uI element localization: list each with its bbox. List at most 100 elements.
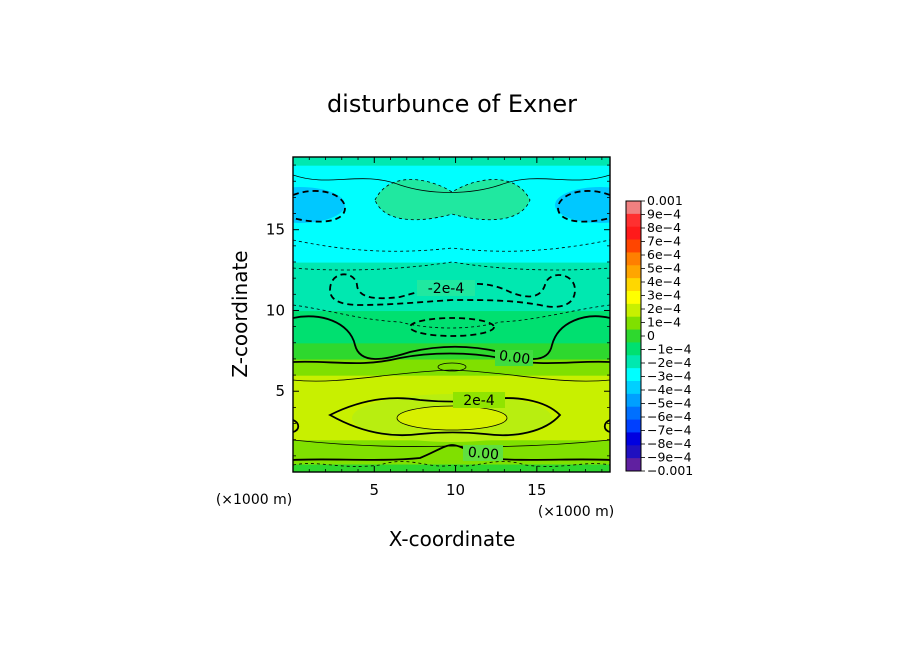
- field-band: [293, 358, 610, 376]
- colorbar-swatch: [626, 329, 641, 343]
- contour-thin: [293, 304, 610, 329]
- axis-ticks: 5 10 15 5 10 15: [266, 157, 610, 499]
- colorbar-swatch: [626, 419, 641, 433]
- colorbar-swatch: [626, 406, 641, 420]
- contour-labels: -2e-4 0.00 2e-4 0.00: [417, 280, 533, 463]
- colorbar-tick-label: −0.001: [647, 463, 693, 478]
- field-band: [293, 326, 610, 344]
- field-band: [293, 213, 610, 231]
- field-band: [293, 375, 610, 392]
- colorbar-tick-label: −9e−4: [647, 450, 692, 465]
- upper-right-minimum: [555, 187, 610, 223]
- contour-neg-2e-4: [329, 273, 576, 308]
- field-band: [293, 439, 610, 457]
- field-band: [293, 245, 610, 263]
- y-tick-label: 5: [275, 382, 285, 400]
- upper-center-bump: [375, 179, 530, 220]
- contour-thin: [293, 369, 610, 382]
- x-unit-label: (×1000 m): [216, 492, 292, 508]
- colorbar-swatch: [626, 201, 641, 215]
- colorbar-swatch: [626, 381, 641, 395]
- colorbar-tick-label: 9e−4: [647, 207, 681, 222]
- colorbar-tick-label: 0: [647, 328, 655, 343]
- field-band: [293, 229, 610, 247]
- contour-zero: [293, 315, 610, 360]
- contour-pos-2e-4: [293, 419, 300, 433]
- contour-thin: [396, 405, 508, 431]
- contour-label: 0.00: [498, 348, 531, 368]
- field-band: [293, 342, 610, 360]
- contour-neg-2e-4: [409, 317, 495, 337]
- colorbar-tick-label: −5e−4: [647, 396, 692, 411]
- colorbar-swatch: [626, 342, 641, 356]
- field-band: [293, 463, 610, 472]
- colorbar-swatch: [626, 226, 641, 240]
- y-axis-label: Z-coordinate: [228, 250, 252, 377]
- colorbar-tick-label: 6e−4: [647, 247, 681, 262]
- contour-label: -2e-4: [428, 281, 465, 297]
- colorbar-tick-label: 4e−4: [647, 274, 681, 289]
- contour-lines: [293, 174, 610, 467]
- colorbar-tick-label: 0.001: [647, 193, 683, 208]
- contour-thin: [437, 362, 467, 372]
- y-tick-label: 10: [266, 301, 285, 319]
- x-tick-label: 10: [446, 481, 465, 499]
- colorbar-swatch: [626, 239, 641, 253]
- contour-neg-2e-4: [293, 190, 346, 223]
- colorbar-tick-label: −2e−4: [647, 355, 692, 370]
- contour-label-bg: [453, 392, 505, 408]
- contour-pos-2e-4: [603, 419, 610, 433]
- contour-label: 0.00: [467, 445, 499, 464]
- field-band: [293, 455, 610, 465]
- contour-pos-2e-4: [328, 397, 562, 437]
- colorbar-swatch: [626, 303, 641, 318]
- colorbar-swatch: [626, 355, 641, 369]
- contour-zero: [293, 352, 610, 365]
- y-tick-label: 15: [266, 221, 285, 239]
- colorbar-swatch: [626, 368, 641, 382]
- colorbar-swatch: [626, 213, 641, 228]
- field-band: [293, 157, 610, 166]
- colorbar-tick-label: 7e−4: [647, 234, 681, 249]
- contour-label: 2e-4: [463, 393, 495, 409]
- colorbar-tick-label: 3e−4: [647, 288, 681, 303]
- colorbar-tick-label: −6e−4: [647, 409, 692, 424]
- colorbar-swatch: [626, 316, 641, 330]
- contour-thin: [293, 439, 610, 448]
- y-unit-label: (×1000 m): [538, 504, 614, 520]
- field-band: [293, 294, 610, 312]
- colorbar-tick-label: −7e−4: [647, 423, 692, 438]
- colorbar-swatch: [626, 252, 641, 266]
- colorbar-swatch: [626, 458, 641, 472]
- colorbar-swatch: [626, 432, 641, 446]
- field-band: [293, 165, 610, 182]
- field-band: [293, 262, 610, 279]
- colorbar-tick-label: 1e−4: [647, 315, 681, 330]
- colorbar-tick-label: −8e−4: [647, 436, 692, 451]
- lower-center-core: [397, 406, 507, 430]
- colorbar-swatch: [626, 265, 641, 279]
- contour-label-bg: [417, 280, 475, 296]
- contour-thin: [293, 174, 610, 193]
- colorbar-tick-label: −1e−4: [647, 342, 692, 357]
- colorbar-swatch: [626, 291, 641, 305]
- contour-thin: [293, 239, 610, 252]
- x-tick-label: 5: [370, 481, 380, 499]
- colorbar-swatch: [626, 278, 641, 292]
- colorbar-tick-label: −4e−4: [647, 382, 692, 397]
- contour-label-bg: [463, 445, 503, 461]
- contour-neg-2e-4: [557, 190, 610, 223]
- colorbar-tick-label: 8e−4: [647, 220, 681, 235]
- plot-area: -2e-4 0.00 2e-4 0.00 5 10 15 5 10 15: [266, 156, 611, 499]
- contour-zero: [293, 444, 610, 461]
- colorbar-tick-label: −3e−4: [647, 369, 692, 384]
- field-band: [293, 181, 610, 198]
- upper-left-minimum: [293, 187, 345, 223]
- colorbar-tick-label: 5e−4: [647, 261, 681, 276]
- colorbar-swatch: [626, 393, 641, 408]
- plot-frame: [292, 156, 611, 473]
- x-tick-label: 15: [527, 481, 546, 499]
- colorbar-swatch: [626, 445, 641, 459]
- x-axis-label: X-coordinate: [389, 527, 516, 551]
